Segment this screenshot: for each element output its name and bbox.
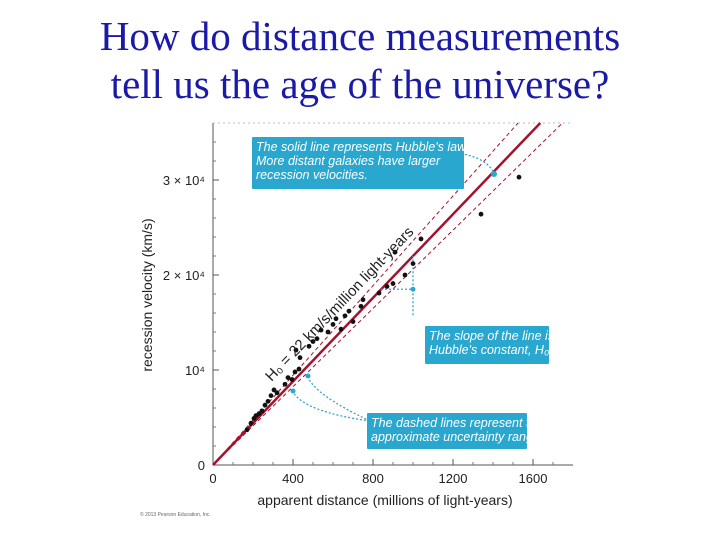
data-point [293,347,299,353]
data-point [358,303,364,309]
data-point [346,308,352,314]
dashed-connector-end-1 [290,388,296,394]
hubbles-law-callout: The solid line represents Hubble's law:M… [252,137,470,189]
hubbles-law-connector [448,151,495,174]
uncertainty-dashed-line [212,122,563,466]
slope-callout-line-1: The slope of the line is [429,329,554,343]
x-axis-label: apparent distance (millions of light-yea… [257,492,512,508]
y-tick-label: 10⁴ [185,363,205,378]
y-tick-label: 2 × 10⁴ [163,268,205,283]
data-point [310,339,316,344]
x-tick-label: 400 [282,471,304,486]
slide-title-line-1: How do distance measurements [99,13,621,59]
data-point [256,411,262,417]
data-point [271,387,277,393]
data-point [410,261,416,266]
data-point [289,377,295,382]
y-tick-label: 0 [198,458,205,473]
data-point [376,290,382,296]
data-point [342,313,348,319]
data-point [259,408,265,414]
data-point [516,174,522,180]
dashed-connector-2 [307,376,371,422]
y-axis-label: recession velocity (km/s) [139,218,155,371]
uncertainty-dashed-line [212,122,519,466]
data-point [292,369,298,375]
data-point [325,329,331,335]
data-point [333,316,339,322]
data-point [296,366,302,372]
slide-title: How do distance measurements tell us the… [0,12,720,108]
dashed-connector-1 [292,391,371,422]
x-tick-label: 800 [362,471,384,486]
data-point [268,393,274,399]
data-point [306,343,312,349]
hubble-law-line [212,122,542,466]
data-point [244,427,250,433]
data-point [390,281,396,286]
hubbles-law-callout-box [252,137,464,189]
dashed-connector-end-2 [305,373,311,379]
data-point [285,375,291,380]
data-point [282,381,288,387]
data-point [350,319,356,324]
y-tick-label: 3 × 10⁴ [163,173,205,188]
data-point [262,402,268,408]
data-point [297,355,303,361]
fit-lines [212,122,563,466]
slope-callout-box [425,326,549,364]
hubbles-law-callout-line-3: recession velocities. [256,168,368,182]
data-point [418,236,424,242]
data-point [384,284,390,289]
annotations: The solid line represents Hubble's law:M… [252,137,554,449]
data-point [402,272,408,278]
credit-text: © 2013 Pearson Education, Inc. [140,511,211,518]
data-point [314,336,320,342]
hubbles-law-callout-line-2: More distant galaxies have larger [256,154,441,168]
dashed-lines-callout: The dashed lines represent theapproximat… [367,413,543,449]
data-point [274,390,280,396]
data-point [338,326,344,332]
slope-connector-end [410,286,416,292]
hubbles-law-connector-end [491,171,497,177]
slope-callout-line-2: Hubble's constant, H₀. [429,343,553,357]
data-point [478,211,484,217]
data-point [318,327,324,333]
data-point [330,322,336,327]
data-point [360,297,366,303]
data-point [248,420,254,426]
data-point [265,398,271,404]
dashed-lines-callout-line-1: The dashed lines represent the [371,416,543,430]
dashed-lines-callout-box [367,413,527,449]
x-tick-label: 0 [209,471,216,486]
x-tick-label: 1600 [519,471,548,486]
axes: 0 400 800 1200 1600 0 10⁴ 2 × 10⁴ 3 × 10⁴ [163,122,573,486]
data-point [392,249,398,255]
x-tick-label: 1200 [439,471,468,486]
dashed-lines-callout-line-2: approximate uncertainty range. [371,430,543,444]
data-points [244,174,522,433]
slide-title-line-2: tell us the age of the universe? [110,61,610,107]
hubbles-law-callout-line-1: The solid line represents Hubble's law: [256,140,470,154]
